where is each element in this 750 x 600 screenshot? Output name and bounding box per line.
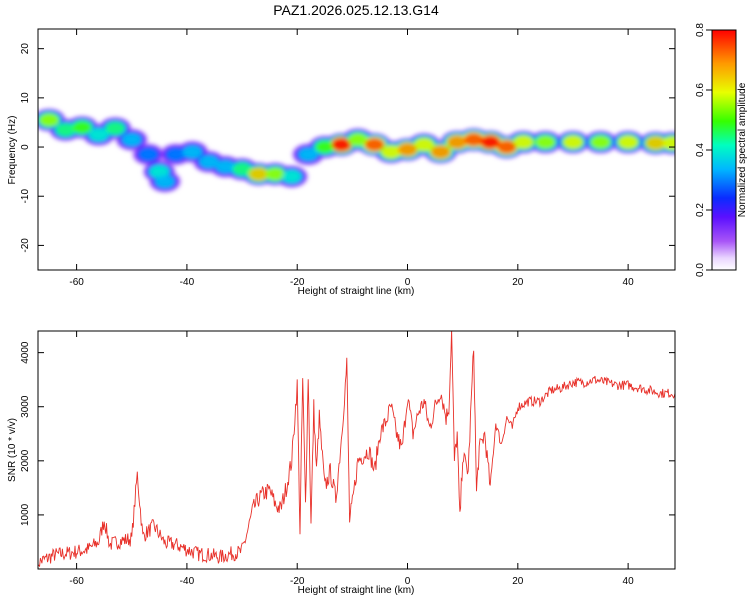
spectrogram-x-label: Height of straight line (km): [298, 286, 415, 297]
y-tick-label: 3000: [20, 395, 31, 418]
spectrogram-ridge-blob: [149, 165, 169, 179]
spectrogram-ridge-blob: [232, 162, 252, 176]
spectrogram-ridge-blob: [590, 135, 611, 149]
spectrogram-ridge-blob: [155, 174, 175, 188]
colorbar-tick-label: 0.8: [695, 23, 706, 37]
spectrogram-ridge-blob: [39, 113, 59, 127]
spectrogram-ridge-blob: [55, 123, 76, 137]
spectrogram-ridge-blob: [447, 135, 467, 149]
y-tick-label: 4000: [20, 341, 31, 364]
x-tick-label: -40: [180, 277, 195, 288]
colorbar-gradient: [712, 30, 736, 270]
spectrogram-ridge-blob: [618, 135, 638, 149]
spectrogram-ridge-blob: [348, 133, 368, 147]
spectrogram-ridge-blob: [397, 143, 418, 156]
spectrogram-axes: -60 -40 -20 0 20 40 -20 -10 0 10 20: [20, 29, 675, 288]
spectrogram-ridge-blob: [464, 133, 484, 147]
chart-title: PAZ1.2026.025.12.13.G14: [273, 2, 439, 18]
spectrogram-ridge-blob: [182, 145, 203, 159]
spectrogram-ridge-blob: [414, 138, 434, 152]
x-tick-label: 20: [512, 576, 524, 587]
x-tick-label: 0: [405, 277, 411, 288]
x-tick-label: -40: [180, 576, 195, 587]
colorbar: 0.0 0.2 0.4 0.6 0.8 Normalized spectral ampl…: [695, 23, 748, 277]
x-tick-label: -20: [290, 576, 305, 587]
spectrogram-image: [38, 107, 675, 194]
spectrogram-ridge-blob: [381, 145, 401, 159]
spectrogram-ridge-blob: [431, 145, 451, 159]
spectrogram-ridge-blob: [563, 135, 583, 149]
y-tick-label: -10: [20, 189, 31, 204]
spectrogram-ridge-blob: [535, 135, 555, 149]
snr-frame: [37, 330, 676, 570]
spectrogram-ridge-blob: [646, 136, 666, 150]
y-tick-label: 0: [20, 144, 31, 150]
spectrogram-frame: [37, 28, 676, 271]
spectrogram-ridge-blob: [315, 140, 335, 154]
spectrogram-ridge-blob: [298, 147, 318, 161]
spectrogram-y-label: Frequency (Hz): [7, 116, 18, 185]
spectrogram-ridge-blob: [249, 167, 269, 181]
colorbar-tick-label: 0.4: [695, 143, 706, 157]
spectrogram-ridge-blob: [166, 147, 186, 161]
spectrogram-ridge-blob: [122, 133, 142, 147]
y-tick-label: -20: [20, 238, 31, 253]
spectrogram-ridge-blob: [364, 138, 385, 152]
x-tick-label: 0: [405, 576, 411, 587]
spectrogram-ridge-blob: [89, 128, 109, 142]
y-tick-label: 1000: [20, 503, 31, 526]
x-tick-label: 20: [512, 277, 524, 288]
colorbar-tick-label: 0.6: [695, 83, 706, 97]
x-tick-label: -20: [290, 277, 305, 288]
colorbar-tick-label: 0.2: [695, 203, 706, 217]
spectrogram-ridge-blob: [282, 170, 302, 184]
x-tick-label: 40: [623, 277, 635, 288]
spectrogram-ridge-blob: [215, 160, 236, 174]
colorbar-label: Normalized spectral amplitude: [737, 82, 748, 217]
spectrogram-ridge-blob: [72, 120, 92, 134]
spectrogram-ridge-blob: [662, 136, 675, 150]
snr-x-label: Height of straight line (km): [298, 585, 415, 596]
spectrogram-ridge-blob: [480, 135, 500, 149]
x-tick-label: 40: [623, 576, 635, 587]
snr-axes: -60 -40 -20 0 20 40 1000 2000 3000 4000: [20, 331, 675, 587]
snr-y-label: SNR (10 * v/v): [7, 418, 18, 482]
spectrogram-ridge-blob: [331, 138, 351, 152]
spectrogram-ridge-blob: [105, 121, 125, 135]
x-tick-label: -60: [69, 576, 84, 587]
spectrogram-ridge-blob: [513, 135, 533, 149]
spectrogram-ridge-blob: [199, 155, 219, 169]
spectrogram-panel: -60 -40 -20 0 20 40 -20 -10 0 10 20 Height of stra…: [7, 28, 676, 297]
colorbar-ticks: 0.0 0.2 0.4 0.6 0.8: [695, 23, 712, 277]
y-tick-label: 10: [20, 92, 31, 104]
snr-series-line: [38, 331, 675, 568]
spectrogram-ridge-blob: [138, 147, 158, 161]
colorbar-tick-label: 0.0: [695, 263, 706, 277]
x-tick-label: -60: [69, 277, 84, 288]
snr-panel: -60 -40 -20 0 20 40 1000 2000 3000 4000 Height of…: [7, 330, 676, 596]
y-tick-label: 20: [20, 43, 31, 55]
spectrogram-ridge-blob: [497, 140, 517, 154]
y-tick-label: 2000: [20, 449, 31, 472]
spectrogram-ridge-blob: [265, 167, 285, 181]
